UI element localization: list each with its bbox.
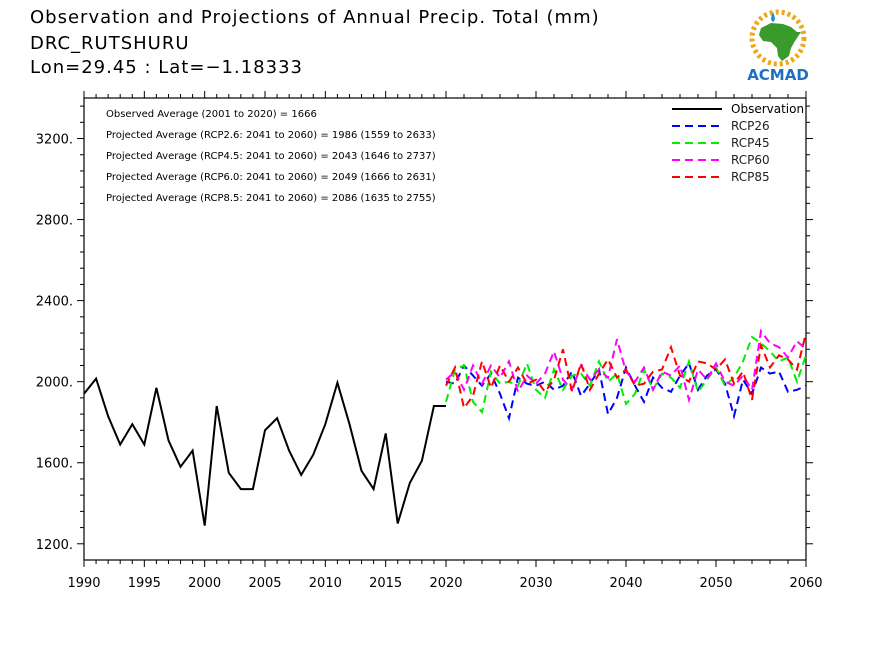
logo-africa-icon <box>759 23 801 61</box>
x-tick-label: 2015 <box>369 576 402 591</box>
y-tick-label: 1600. <box>36 457 73 472</box>
x-tick-label: 2020 <box>429 576 462 591</box>
x-tick-label: 2060 <box>789 576 822 591</box>
location-name: DRC_RUTSHURU <box>30 33 190 54</box>
x-tick-label: 1995 <box>128 576 161 591</box>
legend-label-rcp26: RCP26 <box>731 119 770 133</box>
annotation-observed-average: Observed Average (2001 to 2020) = 1666 <box>106 109 317 120</box>
series-line-rcp45 <box>445 335 807 415</box>
legend-label-rcp45: RCP45 <box>731 136 770 150</box>
x-tick-label: 2040 <box>609 576 642 591</box>
chart-title: Observation and Projections of Annual Pr… <box>30 7 600 28</box>
logo-text: ACMAD <box>747 66 809 84</box>
x-tick-label: 2000 <box>188 576 221 591</box>
annotation-rcp60-average: Projected Average (RCP6.0: 2041 to 2060)… <box>106 172 436 183</box>
logo-sun-ring <box>749 9 807 67</box>
logo-drop-icon <box>771 12 775 22</box>
series-line-observation <box>83 376 446 526</box>
legend-label-observation: Observation <box>731 102 804 116</box>
y-tick-label: 2000. <box>36 376 73 391</box>
plot-frame <box>83 97 807 561</box>
series-line-rcp26 <box>445 361 807 422</box>
location-coordinates: Lon=29.45 : Lat=−1.18333 <box>30 57 303 78</box>
y-tick-label: 3200. <box>36 133 73 148</box>
x-tick-label: 2005 <box>248 576 281 591</box>
x-tick-label: 2050 <box>699 576 732 591</box>
y-tick-label: 2800. <box>36 214 73 229</box>
annotation-rcp26-average: Projected Average (RCP2.6: 2041 to 2060)… <box>106 130 436 141</box>
y-tick-label: 2400. <box>36 295 73 310</box>
x-tick-label: 2010 <box>309 576 342 591</box>
y-tick-label: 1200. <box>36 538 73 553</box>
annotation-rcp45-average: Projected Average (RCP4.5: 2041 to 2060)… <box>106 151 436 162</box>
acmad-logo: ACMAD <box>747 9 809 84</box>
legend-label-rcp60: RCP60 <box>731 153 770 167</box>
series-line-rcp85 <box>445 332 807 411</box>
x-tick-label: 2030 <box>519 576 552 591</box>
annotation-rcp85-average: Projected Average (RCP8.5: 2041 to 2060)… <box>106 193 436 204</box>
x-tick-label: 1990 <box>67 576 100 591</box>
legend-label-rcp85: RCP85 <box>731 170 770 184</box>
